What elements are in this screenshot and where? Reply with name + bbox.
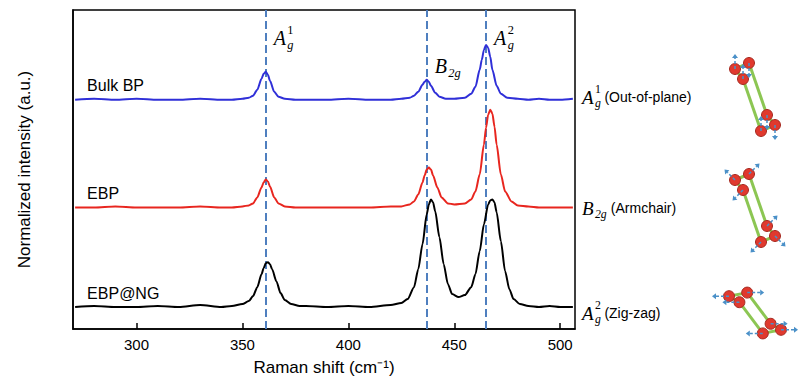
svg-text:A: A (272, 27, 287, 49)
svg-text:(Armchair): (Armchair) (611, 200, 676, 216)
svg-text:(Zig-zag): (Zig-zag) (604, 305, 660, 321)
svg-text:EBP: EBP (87, 185, 119, 202)
svg-text:2: 2 (595, 299, 601, 312)
svg-text:A: A (580, 303, 594, 324)
svg-text:450: 450 (442, 336, 467, 353)
svg-text:Bulk BP: Bulk BP (87, 77, 144, 94)
svg-text:A: A (580, 87, 594, 108)
svg-text:g: g (508, 38, 514, 52)
svg-text:300: 300 (124, 336, 149, 353)
svg-text:1: 1 (595, 83, 601, 96)
svg-text:B: B (435, 55, 447, 77)
svg-text:Raman shift (cm⁻¹): Raman shift (cm⁻¹) (253, 358, 394, 377)
svg-text:2g: 2g (595, 208, 607, 221)
svg-text:350: 350 (230, 336, 255, 353)
svg-text:(Out-of-plane): (Out-of-plane) (604, 89, 691, 105)
svg-text:500: 500 (548, 336, 573, 353)
svg-text:g: g (287, 38, 293, 52)
svg-text:2: 2 (508, 23, 514, 37)
svg-text:g: g (595, 313, 601, 326)
svg-text:400: 400 (336, 336, 361, 353)
svg-text:B: B (582, 198, 594, 219)
svg-text:1: 1 (287, 23, 293, 37)
svg-text:Normalized intensity (a.u.): Normalized intensity (a.u.) (15, 71, 34, 268)
svg-text:EBP@NG: EBP@NG (87, 285, 159, 302)
svg-text:g: g (595, 97, 601, 110)
svg-text:2g: 2g (448, 66, 460, 80)
svg-text:A: A (492, 27, 507, 49)
